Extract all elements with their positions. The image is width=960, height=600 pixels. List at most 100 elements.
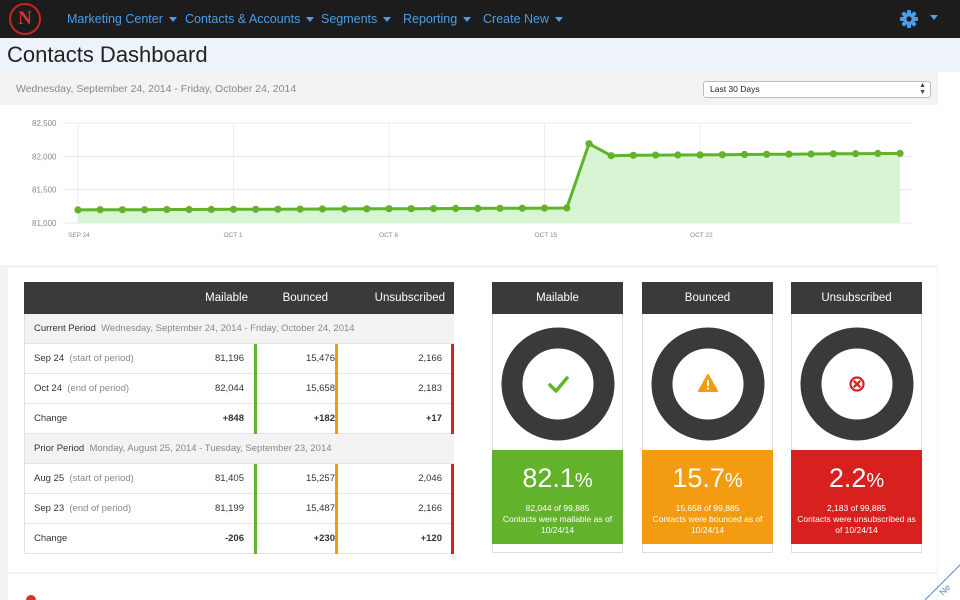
mailable-value: 81,199 (214, 503, 244, 514)
bounced-value: 15,476 (305, 353, 335, 364)
unsubscribed-change: +17 (425, 413, 442, 424)
y-tick-label: 81,500 (32, 186, 57, 195)
data-point (274, 205, 282, 213)
card-title: Mailable (492, 282, 623, 314)
period-label: Prior Period (34, 443, 85, 454)
data-point (407, 205, 415, 213)
unsubscribed-card: Unsubscribed 2.2% 2,183 of 99,885 Contact… (791, 282, 922, 553)
unsubscribed-count: 2,183 of 99,885 (826, 503, 887, 513)
bounced-bar (335, 374, 338, 404)
select-arrows-icon: ▲ ▼ (919, 82, 926, 96)
x-tick-label: OCT 1 (224, 232, 243, 239)
data-point (585, 140, 593, 148)
table-row: Aug 25 (start of period) 81,405 15,257 2… (24, 464, 454, 494)
bounced-value: 15,487 (305, 503, 335, 514)
bounced-bar (335, 464, 338, 494)
data-point (74, 206, 82, 214)
mailable-change: -206 (224, 533, 244, 544)
row-label: Change (34, 533, 68, 544)
bounced-donut (651, 327, 765, 441)
period-range: Monday, August 25, 2014 - Tuesday, Septe… (89, 443, 332, 454)
data-point (141, 206, 149, 214)
settings-menu[interactable] (898, 8, 938, 30)
table-row: Sep 24 (start of period) 81,196 15,476 2… (24, 344, 454, 374)
data-point (563, 204, 571, 212)
x-tick-label: SEP 24 (68, 232, 90, 239)
title-bar: Contacts Dashboard (0, 38, 960, 72)
footer-strip (8, 574, 937, 600)
unsubscribed-value: 2,046 (418, 473, 442, 484)
nav-marketing-center[interactable]: Marketing Center (67, 0, 177, 38)
chevron-down-icon (383, 17, 392, 23)
corner-text: Ne (937, 582, 952, 597)
cancel-icon (849, 376, 865, 392)
unsubscribed-value: 2,166 (418, 353, 442, 364)
table-header: Mailable Bounced Unsubscribed (24, 282, 454, 314)
contacts-summary-table: Mailable Bounced Unsubscribed Current Pe… (24, 282, 454, 554)
row-label: Sep 24 (34, 353, 65, 364)
row-label: Sep 23 (34, 503, 65, 514)
data-point (829, 150, 838, 158)
x-tick-label: OCT 8 (379, 232, 398, 239)
mailable-count: 82,044 of 99,885 (525, 503, 590, 513)
bounced-change: +182 (313, 413, 335, 424)
y-tick-label: 81,000 (32, 219, 57, 228)
data-point (785, 150, 793, 158)
unsubscribed-percent: 2.2 (828, 463, 867, 493)
y-tick-label: 82,500 (32, 119, 57, 128)
bounced-percent: 15.7 (672, 463, 725, 493)
row-sublabel: (start of period) (69, 473, 134, 484)
data-point (363, 205, 371, 213)
data-point (896, 149, 904, 157)
bounced-card: Bounced 15.7% 15,658 of 99,885 Contacts w… (642, 282, 773, 553)
data-point (341, 205, 349, 213)
mailable-stat: 82.1% 82,044 of 99,885 Contacts were mail… (492, 450, 623, 544)
bounced-bar (335, 494, 338, 524)
nav-reporting[interactable]: Reporting (403, 0, 472, 38)
data-point (652, 151, 660, 159)
percent-sign: % (724, 470, 743, 492)
mailable-percent: 82.1 (522, 463, 575, 493)
data-point (452, 204, 460, 213)
date-range: Wednesday, September 24, 2014 - Friday, … (16, 83, 297, 95)
unsubscribed-value: 2,166 (418, 503, 442, 514)
data-point (518, 204, 526, 212)
top-navbar: N Marketing Center Contacts & Accounts S… (0, 0, 960, 38)
percent-sign: % (574, 470, 593, 492)
period-row-prior: Prior Period Monday, August 25, 2014 - T… (24, 434, 454, 464)
row-sublabel: (end of period) (69, 503, 132, 514)
unsubscribed-bar (451, 344, 454, 374)
footer-logo (26, 595, 36, 600)
data-point (540, 204, 549, 212)
nav-create-new[interactable]: Create New (483, 0, 563, 38)
mailable-bar (254, 404, 257, 434)
table-row: Sep 23 (end of period) 81,199 15,487 2,1… (24, 494, 454, 524)
table-row: Change -206 +230 +120 (24, 524, 454, 554)
chevron-down-icon (930, 15, 938, 20)
row-label: Change (34, 413, 68, 424)
data-point (118, 206, 126, 214)
chevron-down-icon (463, 17, 472, 23)
nav-contacts-accounts[interactable]: Contacts & Accounts (185, 0, 315, 38)
period-select[interactable]: Last 30 Days ▲ ▼ (703, 81, 931, 98)
mailable-card: Mailable 82.1% 82,044 of 99,885 Contacts … (492, 282, 623, 553)
page-title: Contacts Dashboard (7, 42, 208, 67)
series-line (77, 141, 901, 212)
data-point (185, 205, 193, 214)
chevron-down-icon (306, 17, 315, 23)
nav-segments[interactable]: Segments (321, 0, 392, 38)
x-tick-label: OCT 15 (535, 232, 558, 239)
data-point (163, 205, 171, 214)
table-row: Change +848 +182 +17 (24, 404, 454, 434)
mailable-bar (254, 524, 257, 554)
unsubscribed-stat: 2.2% 2,183 of 99,885 Contacts were unsubs… (791, 450, 922, 544)
mailable-value: 81,405 (214, 473, 244, 484)
table-row: Oct 24 (end of period) 82,044 15,658 2,1… (24, 374, 454, 404)
chart-panel: 82,500 82,000 81,500 81,000 SEP 24 OCT 1 OCT 8… (0, 105, 938, 265)
unsubscribed-bar (451, 464, 454, 494)
brand-logo[interactable]: N (9, 3, 41, 35)
column-header-mailable: Mailable (205, 292, 248, 304)
mailable-bar (254, 374, 257, 404)
data-point (496, 204, 504, 212)
card-title: Bounced (642, 282, 773, 314)
